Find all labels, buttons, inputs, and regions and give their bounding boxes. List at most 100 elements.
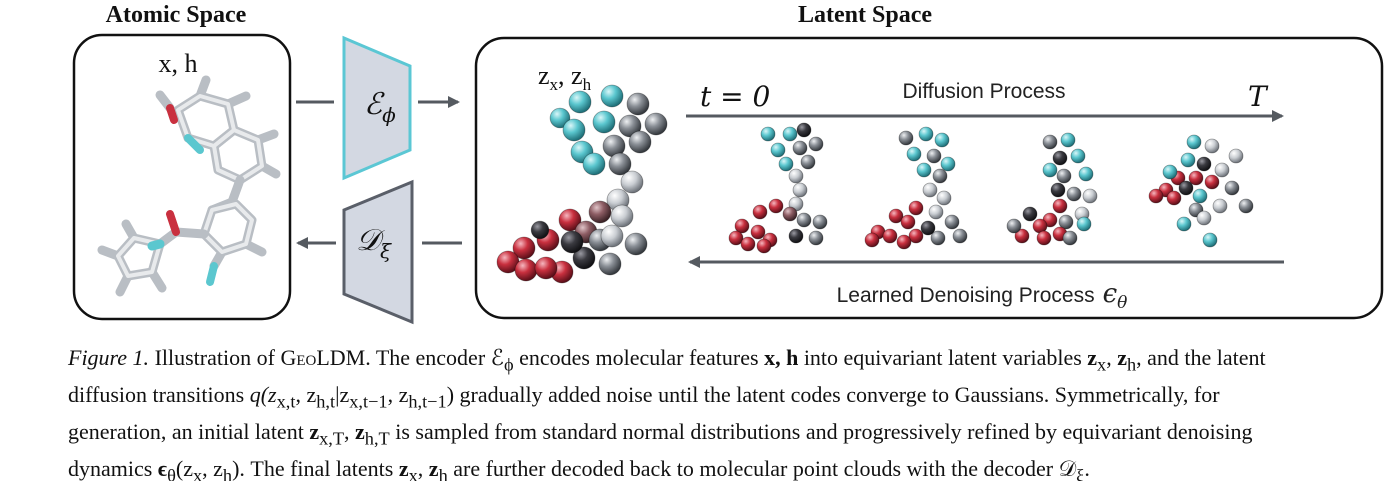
latent-point: [608, 152, 632, 176]
latent-point: [1204, 138, 1220, 154]
caption-zh-sub: h: [1126, 354, 1137, 375]
latent-point: [734, 218, 750, 234]
latent-point: [800, 154, 816, 170]
latent-point: [782, 126, 798, 142]
latent-point: [618, 114, 642, 138]
caption-text-1a: Illustration of: [149, 345, 281, 370]
encoder-trapezoid: [342, 35, 412, 181]
latent-point: [600, 84, 624, 108]
latent-point: [1050, 182, 1066, 198]
latent-point: [792, 140, 808, 156]
latent-point: [768, 198, 784, 214]
caption-text-4b: . The final latents: [239, 455, 399, 481]
latent-point: [922, 182, 938, 198]
caption-q-mid2: |z: [335, 381, 350, 407]
latent-point: [782, 206, 798, 222]
caption-zx: z: [1087, 345, 1098, 370]
latent-point: [530, 220, 550, 240]
caption-q-sub2: h,t: [316, 391, 336, 412]
latent-point: [1204, 174, 1220, 190]
latent-point: [1052, 150, 1068, 166]
denoising-symbol: ϵ: [1103, 279, 1118, 309]
latent-point: [626, 92, 650, 116]
latent-point: [770, 142, 786, 158]
latent-point: [514, 258, 538, 282]
latent-point: [582, 152, 606, 176]
latent-point: [898, 130, 914, 146]
diffusion-label: Diffusion Process: [902, 80, 1065, 103]
caption-args-sub1: x: [192, 465, 203, 481]
latent-point: [1042, 162, 1058, 178]
latent-point: [752, 204, 768, 220]
latent-point: [796, 122, 812, 138]
t-start-label: t = 0: [700, 80, 770, 113]
latent-point: [906, 146, 922, 162]
latent-point: [534, 256, 558, 280]
latent-point: [1056, 168, 1072, 184]
caption-bold-xh: x, h: [764, 345, 799, 370]
latent-point: [864, 232, 880, 248]
denoising-text: Learned Denoising Process: [837, 284, 1095, 307]
latent-point: [930, 230, 946, 246]
caption-args-sub2: h: [222, 465, 233, 481]
latent-sub-x: x: [550, 75, 559, 94]
latent-point: [644, 112, 668, 136]
caption-line-1: Figure 1. Illustration of GeoLDM. The en…: [68, 343, 1394, 380]
latent-point: [750, 224, 766, 240]
caption-z1: z: [309, 418, 320, 444]
latent-point: [926, 148, 942, 164]
caption-args-open: (z: [175, 455, 193, 481]
caption-fz1: z: [398, 455, 409, 481]
latent-point: [728, 230, 744, 246]
latent-point-cloud-t0: [496, 84, 668, 284]
latent-point: [1238, 198, 1254, 214]
caption-end: .: [1084, 455, 1090, 481]
latent-point: [812, 214, 828, 230]
encoder-symbol: ℰϕ: [364, 87, 396, 127]
latent-point: [1070, 148, 1086, 164]
denoising-label: Learned Denoising Process ϵθ: [837, 279, 1128, 313]
latent-sub-h: h: [583, 75, 592, 94]
caption-decoder-sub: ξ: [1076, 465, 1085, 481]
latent-comma: , z: [558, 61, 583, 90]
caption-sep-4: ,: [417, 455, 429, 481]
caption-text-4a: dynamics: [68, 455, 158, 481]
caption-sep-3: ,: [344, 418, 356, 444]
caption-q-end: ): [446, 381, 455, 407]
caption-text-1c: encodes molecular features: [513, 345, 765, 370]
latent-point: [756, 238, 772, 254]
caption-fz2: z: [428, 455, 439, 481]
caption-fz1-sub: x: [408, 465, 418, 481]
caption-q-sub4: h,t−1: [408, 391, 447, 412]
latent-point: [908, 228, 924, 244]
latent-point-cloud-step1: [728, 122, 828, 254]
latent-point: [1066, 186, 1082, 202]
caption-args-mid: , z: [202, 455, 223, 481]
latent-point: [620, 170, 644, 194]
latent-point: [598, 252, 622, 276]
figure-caption: Figure 1. Illustration of GeoLDM. The en…: [68, 343, 1394, 481]
latent-point: [1178, 180, 1194, 196]
latent-point: [1052, 198, 1068, 214]
latent-point: [1058, 214, 1074, 230]
caption-eps: ϵ: [157, 455, 168, 481]
latent-point: [588, 200, 612, 224]
caption-text-4c: are further decoded back to molecular po…: [447, 455, 1077, 481]
latent-point: [1148, 188, 1164, 204]
caption-zh: z: [1117, 345, 1127, 370]
geoldm-figure: Atomic Space Latent Space x, h: [72, 2, 1384, 325]
latent-point: [549, 107, 571, 129]
caption-sep-1: ,: [1106, 345, 1118, 370]
caption-eps-sub: θ: [167, 465, 176, 481]
latent-point: [1196, 210, 1212, 226]
latent-point: [882, 228, 898, 244]
latent-point: [1192, 188, 1208, 204]
latent-point: [900, 214, 916, 230]
latent-space-panel: [474, 36, 1384, 320]
latent-point-cloud-step2: [864, 126, 968, 250]
caption-z1-sub: x,T: [319, 428, 345, 449]
caption-fz2-sub: h: [438, 465, 448, 481]
decoder-trapezoid: [342, 179, 414, 325]
latent-point: [1166, 190, 1182, 206]
